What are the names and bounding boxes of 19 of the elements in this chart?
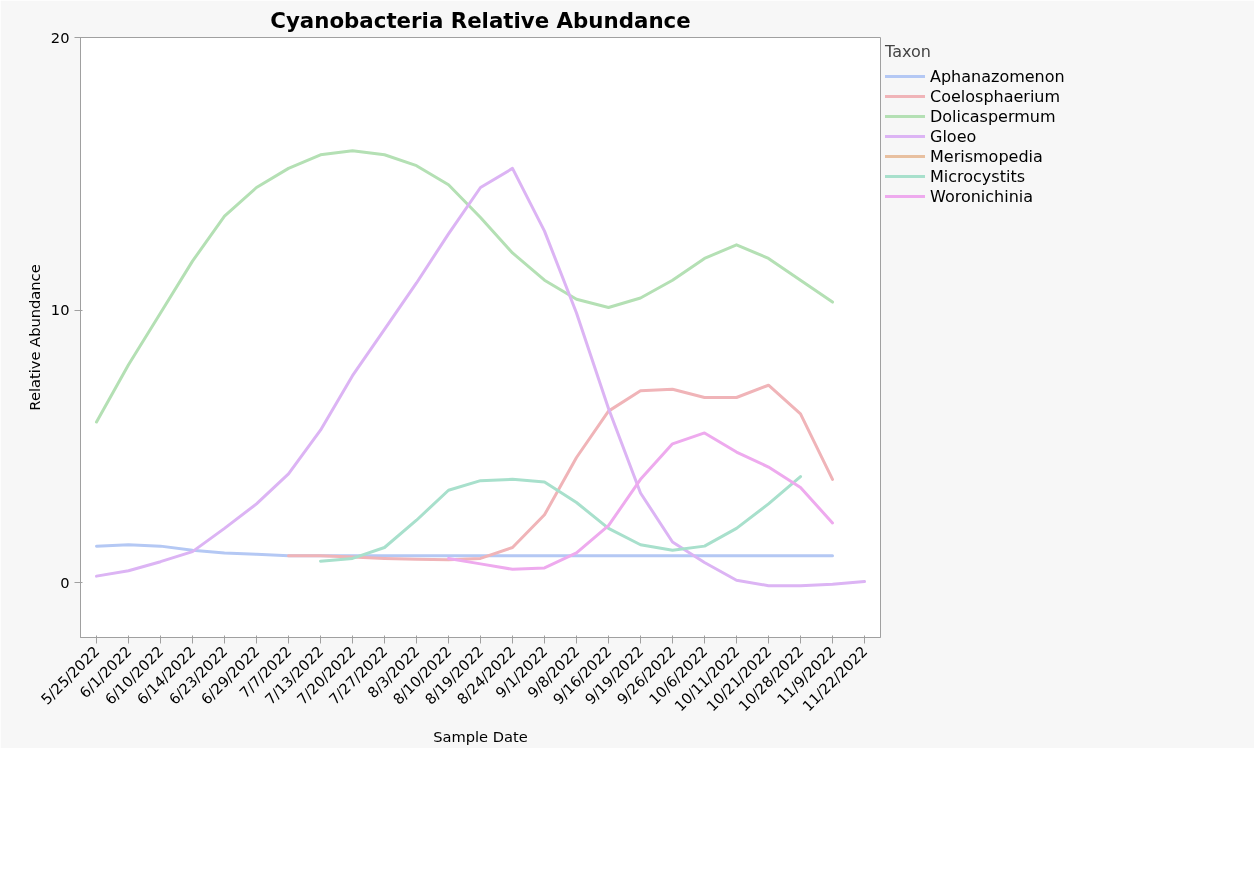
line-series [95, 149, 834, 424]
chart-title: Cyanobacteria Relative Abundance [270, 7, 691, 33]
y-tick-label: 10 [50, 301, 70, 319]
y-axis-title: Relative Abundance [25, 264, 43, 411]
legend-label: Aphanazomenon [930, 66, 1065, 86]
legend-label: Woronichinia [930, 186, 1034, 206]
legend-label: Gloeo [930, 126, 977, 146]
line-series [95, 166, 866, 588]
y-tick-label: 20 [50, 28, 70, 46]
legend-label: Dolicaspermum [930, 106, 1056, 126]
legend-title: Taxon [885, 42, 932, 61]
legend-label: Coelosphaerium [930, 86, 1061, 106]
line-series [287, 383, 834, 562]
line-series [319, 475, 802, 563]
y-tick-label: 0 [60, 573, 70, 591]
line-series [447, 431, 834, 571]
x-axis-title: Sample Date [433, 728, 528, 746]
legend-label: Merismopedia [930, 146, 1043, 166]
legend-label: Microcystits [930, 166, 1025, 186]
